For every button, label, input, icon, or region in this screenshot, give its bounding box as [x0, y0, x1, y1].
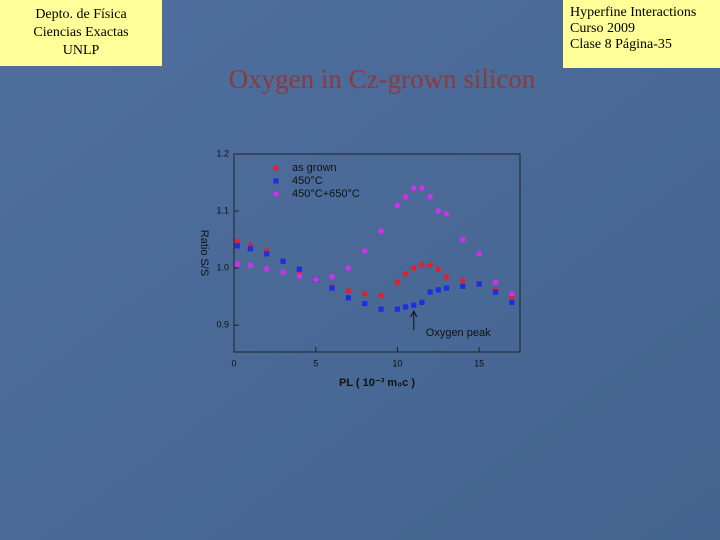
point	[411, 302, 417, 308]
y-tick-label: 1.2	[216, 148, 229, 158]
header-left: UNLP	[63, 43, 100, 58]
point	[312, 276, 319, 283]
point	[234, 243, 240, 249]
chart-title: Oxygen in Cz-grown silicon	[229, 64, 536, 94]
annotation-arrowhead	[410, 309, 418, 318]
point	[247, 262, 254, 269]
point	[403, 304, 409, 310]
point	[427, 289, 433, 295]
point	[419, 185, 425, 192]
annotation: Oxygen peak	[426, 327, 491, 339]
legend-marker	[273, 165, 279, 171]
point	[329, 273, 335, 280]
x-tick-label: 10	[392, 358, 402, 368]
point	[296, 266, 302, 272]
point	[263, 265, 270, 272]
point	[410, 185, 417, 192]
point	[427, 193, 433, 200]
legend-marker	[273, 178, 279, 184]
point	[394, 306, 401, 312]
header-box-left	[0, 0, 162, 66]
point	[443, 211, 450, 217]
point	[280, 258, 286, 264]
point	[410, 265, 417, 271]
point	[361, 290, 368, 297]
header-right: Curso 2009	[570, 21, 635, 36]
point	[345, 288, 352, 294]
legend-label: as grown	[292, 162, 337, 174]
x-tick-label: 5	[313, 358, 318, 368]
point	[509, 299, 515, 305]
point	[394, 202, 401, 209]
point	[394, 279, 401, 286]
point	[264, 251, 270, 257]
point	[361, 248, 368, 254]
point	[460, 283, 466, 289]
point	[296, 273, 303, 279]
legend-label: 450°C	[292, 175, 323, 187]
point	[476, 251, 482, 257]
point	[378, 292, 384, 299]
x-axis-label: PL ( 10⁻³ m₀c )	[339, 377, 415, 389]
y-tick-label: 1.0	[216, 262, 229, 272]
legend-label: 450°C+650°C	[292, 188, 360, 200]
point	[247, 246, 253, 252]
header-left: Depto. de Física	[35, 7, 127, 22]
header-right: Clase 8 Página-35	[570, 37, 672, 52]
point	[509, 290, 515, 297]
point	[443, 285, 450, 291]
point	[280, 269, 286, 275]
point	[435, 287, 441, 293]
y-tick-label: 0.9	[216, 320, 229, 330]
point	[492, 289, 499, 295]
point	[435, 266, 442, 273]
x-tick-label: 0	[231, 358, 236, 368]
point	[476, 281, 482, 287]
point	[234, 238, 241, 245]
point	[378, 228, 384, 234]
point	[402, 271, 409, 277]
point	[345, 265, 352, 271]
x-tick-label: 15	[474, 358, 484, 368]
point	[460, 277, 466, 284]
y-tick-label: 1.1	[216, 205, 229, 215]
header-left: Ciencias Exactas	[33, 25, 128, 40]
point	[435, 208, 442, 214]
point	[492, 279, 499, 286]
point	[234, 261, 241, 267]
point	[419, 261, 425, 268]
header-box-right	[563, 0, 720, 68]
point	[362, 300, 368, 307]
point	[329, 285, 335, 291]
point	[345, 295, 351, 301]
legend-marker	[273, 191, 279, 197]
point	[419, 299, 425, 305]
point	[378, 306, 384, 312]
point	[460, 236, 466, 243]
point	[427, 262, 433, 269]
point	[443, 273, 450, 280]
point	[402, 193, 409, 200]
plot-frame	[233, 153, 521, 353]
y-axis-label: Ratio S/S	[198, 230, 210, 276]
header-right: Hyperfine Interactions	[570, 5, 696, 20]
